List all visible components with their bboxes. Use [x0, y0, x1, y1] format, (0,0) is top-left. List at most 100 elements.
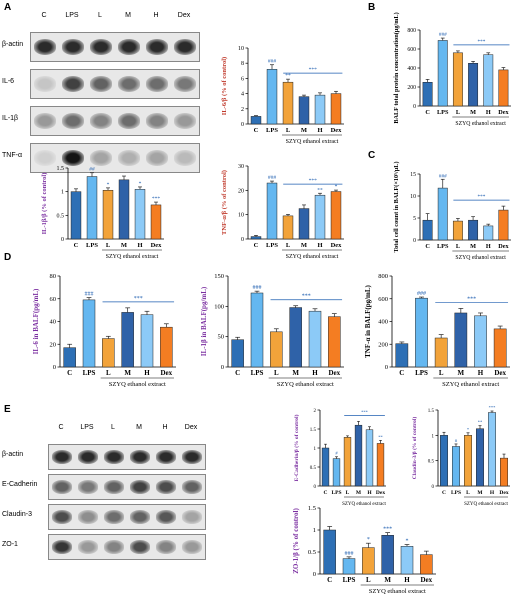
blot-strip	[30, 143, 200, 173]
group-label: SZYQ ethanol extract	[369, 588, 426, 595]
y-tick-label: 6	[241, 76, 244, 82]
x-tick-label: H	[490, 490, 495, 496]
y-tick-label: 1	[432, 434, 435, 439]
bar-l	[102, 189, 114, 240]
significance-mark: ###	[439, 173, 447, 179]
bar-m	[298, 208, 310, 240]
y-tick-label: 0	[221, 364, 224, 371]
y-tick-label: 30	[238, 164, 244, 170]
bar-h	[488, 412, 496, 487]
x-tick-label: C	[254, 242, 259, 249]
y-tick-label: 5	[413, 216, 416, 222]
x-tick-label: L	[456, 109, 460, 116]
y-axis-label: E-Cadherin/β (% of control)	[293, 414, 300, 481]
significance-mark: #	[335, 451, 338, 456]
x-tick-label: C	[425, 109, 430, 116]
blot-band	[52, 509, 72, 525]
western-blot-a: C LPS L M H Dex β-actin IL-6 IL-1β TNF-α	[0, 10, 210, 180]
blot-band	[156, 449, 176, 465]
chart-balf-total-cells: Total cell count in BALF(×10⁵/μL) 0 5 10 15 C…	[393, 161, 511, 261]
panel-letter-e: E	[4, 404, 11, 415]
significance-mark: ***	[152, 196, 161, 202]
bar-dex	[330, 93, 342, 125]
x-tick-label: L	[466, 490, 470, 496]
bar-l	[362, 547, 375, 575]
bar-c	[323, 529, 336, 575]
y-tick-label: 150	[214, 273, 224, 280]
x-tick-label: Dex	[498, 243, 509, 250]
bar-h	[400, 546, 414, 575]
y-tick-label: 15	[410, 172, 416, 178]
chart-ecadherin-western: E-Cadherin/β (% of control) 0 0.5 1 1.5 2 C # LP…	[293, 409, 387, 507]
blot-band	[34, 75, 56, 93]
y-tick-label: 800	[378, 273, 388, 280]
lane-label-lps: LPS	[65, 12, 79, 19]
lane-label-c: C	[41, 12, 47, 19]
panel-letter-a: A	[4, 2, 12, 13]
blot-band	[52, 479, 72, 495]
bar-l	[270, 331, 283, 368]
blot-band	[104, 449, 124, 465]
y-tick-label: 0.5	[308, 549, 316, 556]
y-tick-label: 800	[407, 28, 416, 34]
x-tick-label: Dex	[499, 490, 508, 496]
y-axis-label: ZO-1/β (% of control)	[292, 508, 300, 574]
x-tick-label: H	[486, 109, 491, 116]
y-tick-label: 600	[378, 296, 388, 303]
blot-band	[62, 38, 84, 56]
y-tick-label: 0	[385, 364, 388, 371]
x-tick-label: C	[254, 127, 259, 134]
bar-dex	[498, 69, 509, 107]
blot-band	[78, 449, 98, 465]
blot-band	[146, 38, 168, 56]
blot-band	[156, 539, 176, 555]
group-label: SZYQ ethanol extract	[455, 255, 506, 261]
significance-mark: **	[378, 434, 383, 439]
bar-c	[231, 339, 244, 368]
blot-strip	[30, 106, 200, 136]
bar-l	[452, 52, 463, 107]
x-tick-label: L	[106, 369, 111, 377]
x-tick-label: H	[367, 490, 372, 496]
bar-lps	[437, 40, 448, 107]
significance-mark: *	[406, 539, 409, 545]
bar-dex	[150, 204, 162, 240]
chart-zo1-western: ZO-1/β (% of control)00.511.5C###LPS*L**…	[292, 505, 436, 595]
x-tick-label: L	[106, 242, 111, 249]
x-tick-label: C	[442, 490, 446, 496]
blot-band	[90, 38, 112, 56]
bracket-significance-mark: ***	[477, 194, 485, 200]
blot-band	[156, 509, 176, 525]
y-tick-label: 1.5	[308, 505, 316, 512]
chart-il1b-balf: IL-1β in BALF(pg/mL) 0 50 100 150 C ### LPS L M H D…	[200, 273, 344, 388]
blot-strip	[48, 534, 206, 560]
bar-dex	[328, 316, 341, 368]
bar-m	[118, 179, 130, 240]
bar-lps	[437, 187, 448, 241]
blot-band	[182, 479, 202, 495]
group-label: SZYQ ethanol extract	[106, 254, 159, 260]
y-tick-label: 100	[214, 303, 224, 310]
bracket-significance-mark: ***	[309, 178, 318, 184]
bar-c	[250, 236, 262, 240]
bar-l	[343, 437, 352, 487]
bar-c	[321, 447, 330, 487]
significance-mark: ###	[417, 291, 426, 297]
bracket-significance-mark: ***	[467, 296, 476, 302]
blot-band	[62, 112, 84, 130]
bar-c	[395, 343, 409, 368]
y-axis-label: TNF-α/β (% of control)	[221, 170, 228, 235]
bar-dex	[160, 326, 173, 368]
bar-h	[314, 94, 326, 125]
x-tick-label: Dex	[331, 127, 343, 134]
blot-row-label: ZO-1	[2, 541, 18, 548]
y-tick-label: 600	[407, 47, 416, 53]
y-tick-label: 1.5	[310, 428, 317, 433]
blot-band	[174, 112, 196, 130]
blot-band	[34, 149, 56, 167]
blot-row-label: E-Cadherin	[2, 481, 38, 488]
x-tick-label: C	[399, 369, 404, 377]
bar-h	[365, 429, 374, 487]
x-tick-label: LPS	[437, 243, 449, 250]
